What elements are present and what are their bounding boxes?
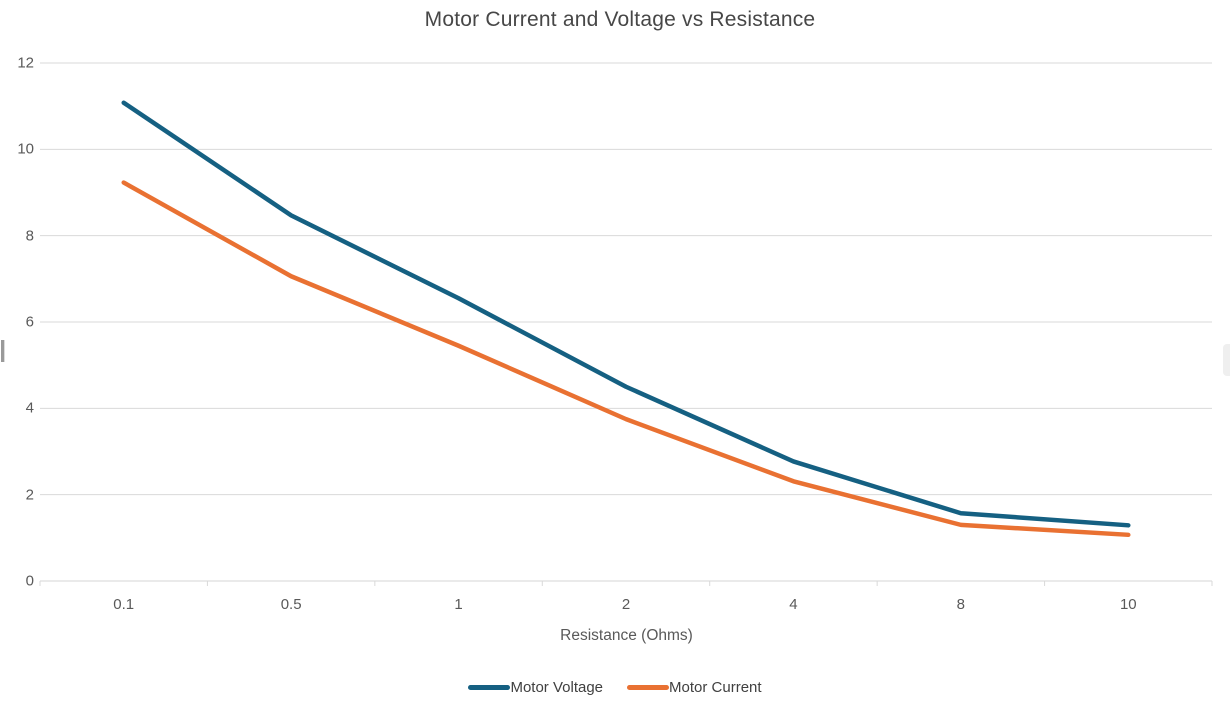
y-tick-label-12: 12 (17, 54, 34, 72)
x-axis-title: Resistance (Ohms) (560, 627, 693, 644)
chart-title: Motor Current and Voltage vs Resistance (424, 8, 816, 31)
y-tick-label-8: 8 (25, 227, 34, 245)
legend-item-motor-voltage: Motor Voltage (468, 679, 603, 696)
motor-current-line (121, 180, 1131, 538)
y-tick-label-6: 6 (25, 313, 34, 331)
motor-voltage-line (121, 100, 1131, 528)
x-tick-label-10: 10 (1119, 596, 1137, 613)
legend-item-motor-current: Motor Current (627, 679, 762, 696)
x-tick-label-0.5: 0.5 (280, 596, 302, 613)
x-tick-label-4: 4 (789, 596, 798, 613)
y-tick-label-0: 0 (25, 572, 34, 590)
x-tick-label-8: 8 (956, 596, 966, 613)
clipped-left-edge-artifact (1, 340, 5, 362)
legend-label: Motor Voltage (510, 679, 604, 696)
y-tick-label-4: 4 (25, 399, 34, 417)
legend-line-swatch (627, 685, 670, 690)
x-tick-label-1: 1 (454, 596, 463, 613)
legend-line-swatch (468, 685, 511, 690)
right-edge-artifact (1223, 344, 1230, 376)
y-tick-label-10: 10 (17, 140, 34, 158)
x-tick-label-0.1: 0.1 (113, 596, 135, 613)
x-tick-label-2: 2 (621, 596, 631, 613)
legend: Motor Voltage Motor Current (0, 679, 1230, 696)
y-tick-label-2: 2 (25, 486, 34, 504)
legend-label: Motor Current (669, 679, 762, 696)
